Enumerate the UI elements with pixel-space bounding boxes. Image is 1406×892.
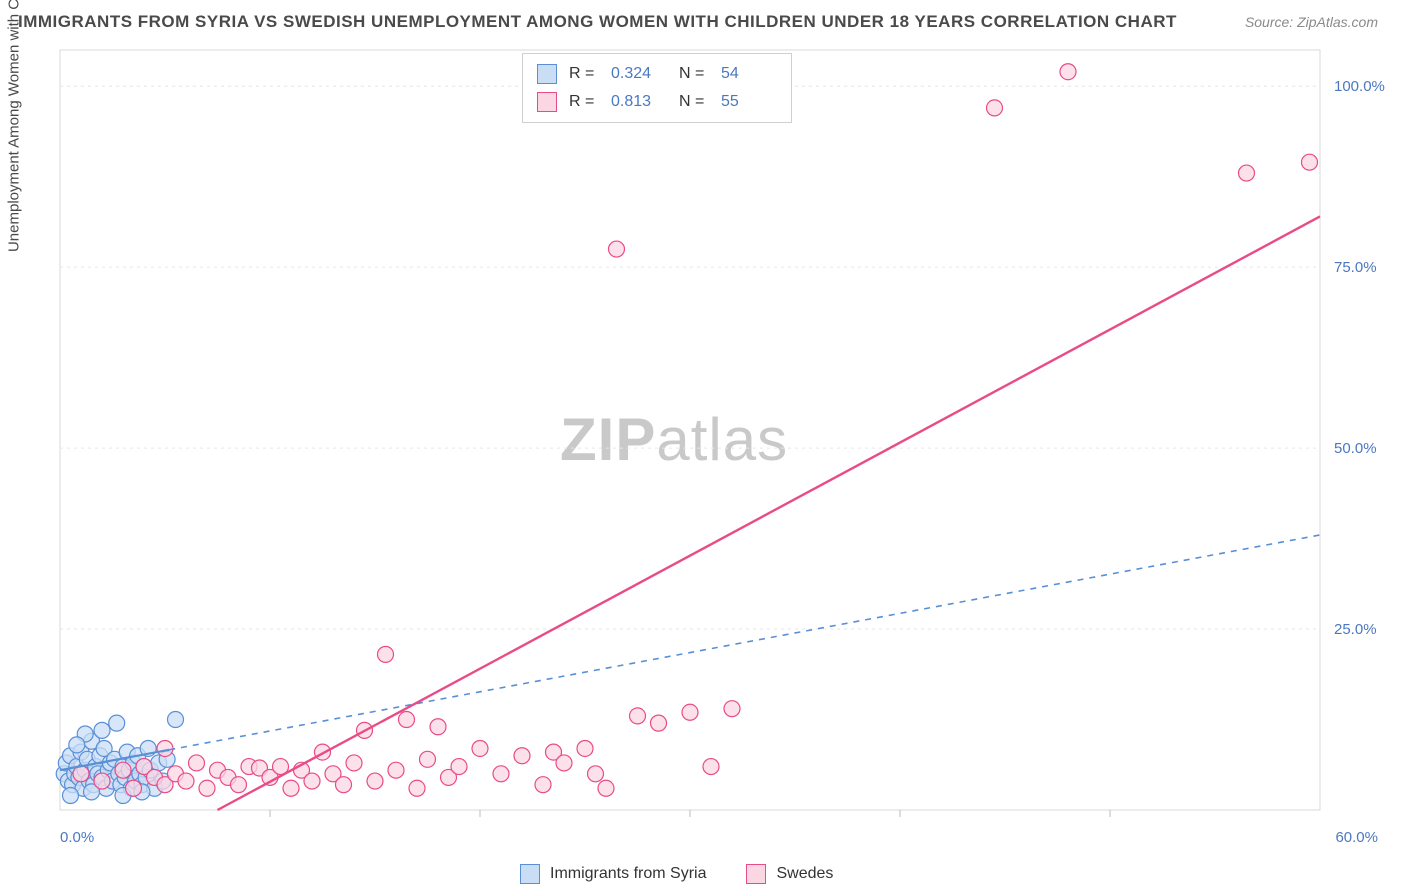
axis-text-layer: 25.0% 50.0% 75.0% 100.0% 0.0% 60.0% [60,78,1385,846]
y-axis-label: Unemployment Among Women with Children U… [6,0,23,252]
source-label: Source: ZipAtlas.com [1245,14,1378,30]
legend-swatch-syria [537,64,557,84]
svg-text:75.0%: 75.0% [1334,259,1377,276]
svg-text:50.0%: 50.0% [1334,440,1377,457]
series-legend: Immigrants from Syria Swedes [520,864,833,884]
legend-n-value-swedes: 55 [721,93,777,111]
scatter-plot: 25.0% 50.0% 75.0% 100.0% 0.0% 60.0% [52,40,1392,860]
legend-r-value-syria: 0.324 [611,65,667,83]
legend-swatch-swedes [537,92,557,112]
svg-text:25.0%: 25.0% [1334,621,1377,638]
legend-row-syria: R = 0.324 N = 54 [537,60,777,88]
legend-n-value-syria: 54 [721,65,777,83]
legend-r-label: R = [569,93,599,111]
svg-text:100.0%: 100.0% [1334,78,1385,95]
series-legend-item-swedes: Swedes [746,864,833,884]
legend-n-label: N = [679,93,709,111]
svg-text:0.0%: 0.0% [60,829,94,846]
legend-r-value-swedes: 0.813 [611,93,667,111]
series-name-swedes: Swedes [776,865,833,883]
chart-title: IMMIGRANTS FROM SYRIA VS SWEDISH UNEMPLO… [18,12,1177,32]
series-swatch-syria [520,864,540,884]
correlation-legend: R = 0.324 N = 54 R = 0.813 N = 55 [522,53,792,123]
trend-layer [60,216,1320,810]
grid-layer [60,50,1320,817]
points-layer [56,64,1317,804]
series-swatch-swedes [746,864,766,884]
svg-text:60.0%: 60.0% [1335,829,1378,846]
series-name-syria: Immigrants from Syria [550,865,706,883]
legend-row-swedes: R = 0.813 N = 55 [537,88,777,116]
series-legend-item-syria: Immigrants from Syria [520,864,706,884]
legend-n-label: N = [679,65,709,83]
legend-r-label: R = [569,65,599,83]
